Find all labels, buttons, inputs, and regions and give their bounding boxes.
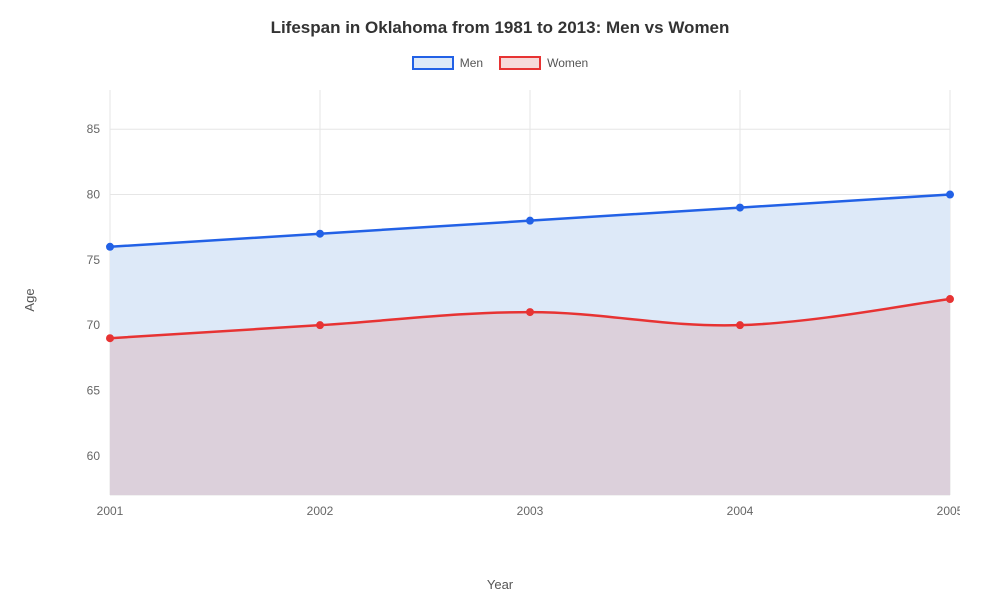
series-marker-women — [526, 308, 534, 316]
series-marker-women — [106, 334, 114, 342]
x-tick-label: 2003 — [517, 504, 544, 518]
y-tick-label: 60 — [87, 449, 101, 463]
series-marker-men — [106, 243, 114, 251]
y-tick-label: 75 — [87, 253, 101, 267]
series-marker-women — [736, 321, 744, 329]
y-tick-label: 85 — [87, 122, 101, 136]
x-tick-label: 2001 — [97, 504, 124, 518]
series-marker-men — [526, 217, 534, 225]
series-marker-women — [946, 295, 954, 303]
x-axis-label: Year — [0, 577, 1000, 592]
legend-label-women: Women — [547, 56, 588, 70]
x-tick-label: 2005 — [937, 504, 960, 518]
y-tick-label: 70 — [87, 318, 101, 332]
chart-svg: 60 65 70 75 80 85 2001 2002 2003 2004 2005 — [60, 90, 960, 530]
chart-title: Lifespan in Oklahoma from 1981 to 2013: … — [0, 18, 1000, 38]
y-tick-label: 65 — [87, 383, 101, 397]
y-tick-label: 80 — [87, 188, 101, 202]
legend-item-women: Women — [499, 56, 588, 70]
series-marker-men — [316, 230, 324, 238]
x-tick-label: 2002 — [307, 504, 334, 518]
legend: Men Women — [0, 56, 1000, 70]
legend-swatch-men — [412, 56, 454, 70]
legend-item-men: Men — [412, 56, 483, 70]
series-marker-men — [736, 204, 744, 212]
legend-label-men: Men — [460, 56, 483, 70]
x-tick-label: 2004 — [727, 504, 754, 518]
chart-container: Lifespan in Oklahoma from 1981 to 2013: … — [0, 0, 1000, 600]
y-axis-label: Age — [22, 288, 37, 311]
series-marker-men — [946, 191, 954, 199]
plot-area: 60 65 70 75 80 85 2001 2002 2003 2004 2005 — [60, 90, 960, 530]
legend-swatch-women — [499, 56, 541, 70]
series-marker-women — [316, 321, 324, 329]
